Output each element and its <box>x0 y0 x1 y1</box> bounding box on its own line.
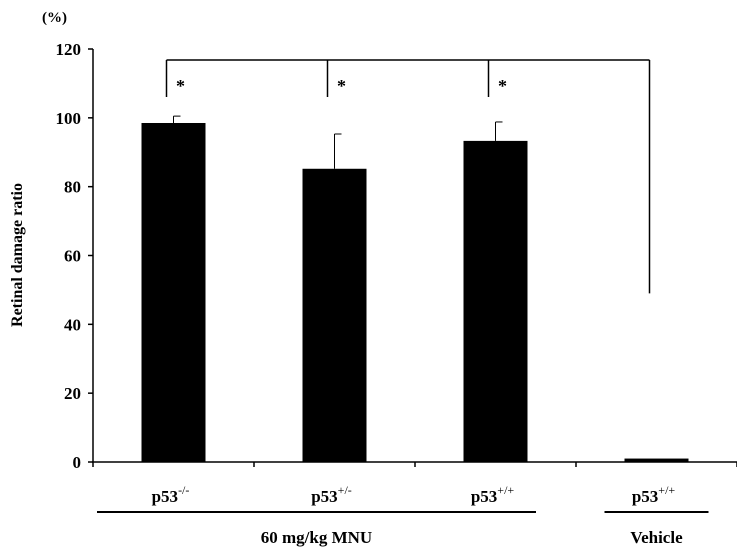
bar <box>141 122 206 462</box>
x-tick-label: p53+/+ <box>471 483 515 506</box>
y-tick-label: 40 <box>64 315 81 334</box>
bar <box>463 140 528 462</box>
y-unit-label: (%) <box>42 10 67 26</box>
y-tick-label: 0 <box>73 453 82 472</box>
y-axis-label: Retinal damage ratio <box>9 183 26 327</box>
significance-marker: * <box>176 76 185 96</box>
group-label: 60 mg/kg MNU <box>261 528 372 547</box>
x-tick-label: p53+/- <box>311 483 352 506</box>
y-tick-label: 60 <box>64 247 81 266</box>
x-tick-label: p53-/- <box>152 483 190 506</box>
bar <box>624 458 689 462</box>
x-tick-label: p53+/+ <box>632 483 676 506</box>
y-tick-label: 100 <box>56 109 82 128</box>
y-tick-label: 20 <box>64 384 81 403</box>
y-tick-label: 120 <box>56 40 82 59</box>
y-tick-label: 80 <box>64 178 81 197</box>
bar <box>302 168 367 462</box>
significance-marker: * <box>337 76 346 96</box>
group-label: Vehicle <box>630 528 683 547</box>
significance-marker: * <box>498 76 507 96</box>
